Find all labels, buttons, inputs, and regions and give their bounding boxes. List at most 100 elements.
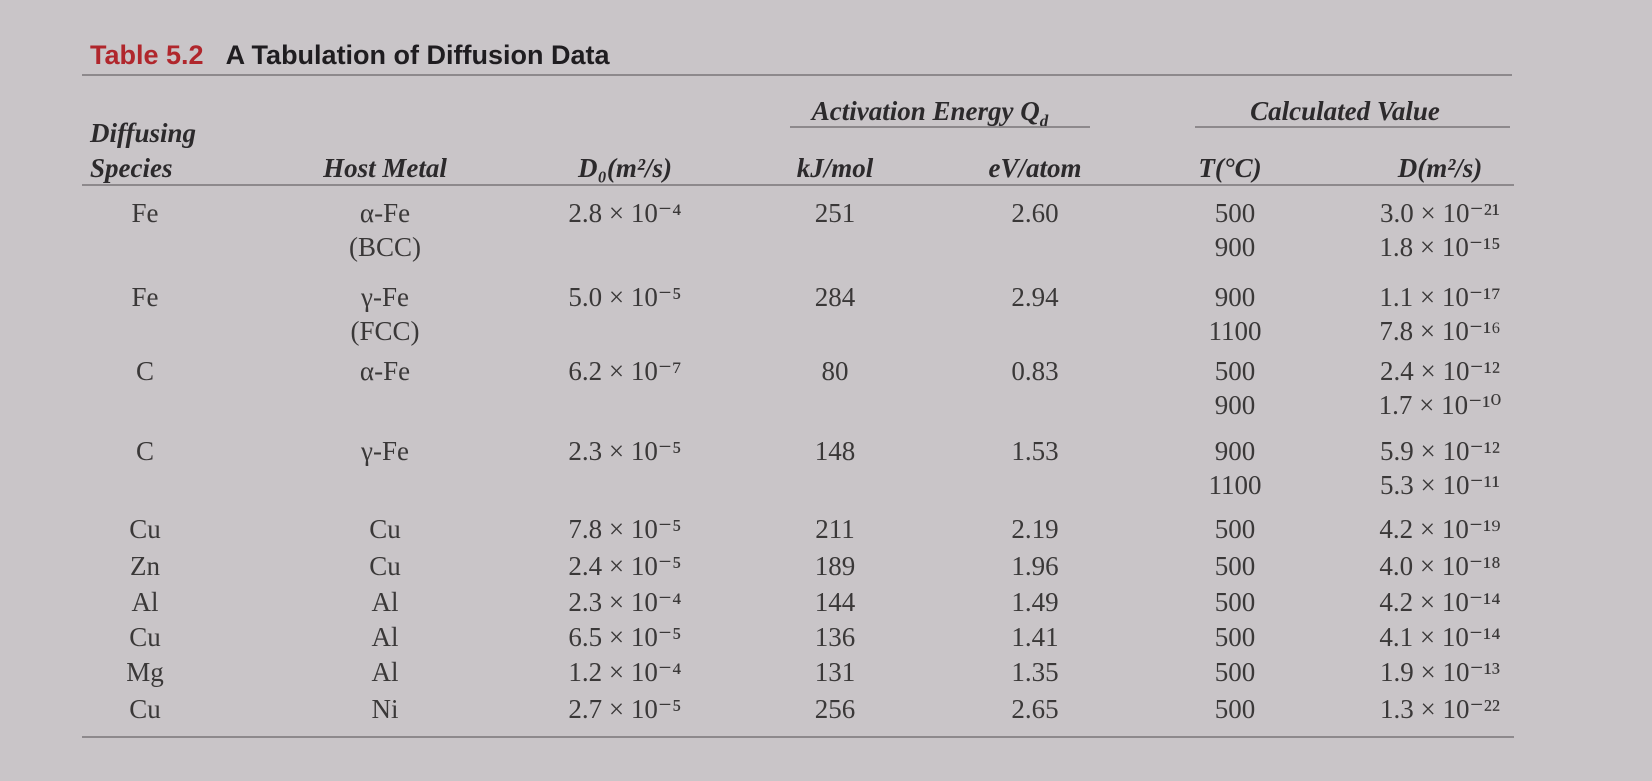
temperature: 900 (1214, 390, 1256, 420)
kj-mol: 148 (814, 436, 856, 466)
temperature: 500 (1214, 622, 1256, 652)
header-host: Host Metal (323, 153, 447, 183)
kj-mol: 256 (814, 694, 856, 724)
temperature: 500 (1214, 514, 1256, 544)
temperature: 500 (1214, 657, 1256, 687)
d0: 6.5 × 10⁻⁵ (568, 622, 682, 652)
ev-atom: 1.96 (1011, 551, 1059, 581)
host-metal: (BCC) (348, 232, 422, 262)
kj-mol: 80 (821, 356, 849, 386)
header-species: Diffusing (90, 118, 197, 148)
kj-mol: 189 (814, 551, 856, 581)
table-title: Table 5.2 A Tabulation of Diffusion Data (90, 40, 610, 71)
temperature: 500 (1214, 587, 1256, 617)
diffusion-coefficient: 7.8 × 10⁻¹⁶ (1379, 316, 1501, 346)
d0: 2.3 × 10⁻⁴ (568, 587, 682, 617)
host-metal: Ni (371, 694, 399, 724)
diffusion-coefficient: 1.7 × 10⁻¹⁰ (1378, 390, 1502, 420)
species: Cu (129, 514, 161, 544)
header-activation-energy: Activation Energy Qd (812, 96, 1049, 136)
ev-atom: 2.60 (1011, 198, 1059, 228)
d0: 2.8 × 10⁻⁴ (568, 198, 682, 228)
host-metal: Al (371, 622, 399, 652)
species: Cu (129, 694, 161, 724)
kj-mol: 251 (814, 198, 856, 228)
header-ev: eV/atom (988, 153, 1082, 183)
species: C (135, 436, 155, 466)
kj-mol: 211 (815, 514, 855, 544)
d0: 7.8 × 10⁻⁵ (568, 514, 682, 544)
diffusion-coefficient: 4.0 × 10⁻¹⁸ (1379, 551, 1501, 581)
diffusion-coefficient: 4.2 × 10⁻¹⁴ (1379, 587, 1501, 617)
species: C (135, 356, 155, 386)
header-temp: T(°C) (1198, 153, 1262, 183)
species: Zn (130, 551, 160, 581)
diffusion-coefficient: 2.4 × 10⁻¹² (1380, 356, 1500, 386)
host-metal: α-Fe (359, 356, 411, 386)
temperature: 500 (1214, 694, 1256, 724)
header-symbol: Q (1020, 96, 1040, 126)
bottom-rule (82, 736, 1514, 738)
temperature: 900 (1214, 436, 1256, 466)
species: Fe (131, 282, 159, 312)
host-metal: Cu (369, 551, 401, 581)
temperature: 500 (1214, 198, 1256, 228)
header-calculated: Calculated Value (1250, 96, 1440, 126)
species: Al (131, 587, 159, 617)
header-d0: D₀(m²/s) (578, 153, 672, 183)
temperature: 500 (1214, 551, 1256, 581)
table-caption: A Tabulation of Diffusion Data (225, 40, 610, 70)
ev-atom: 1.53 (1011, 436, 1059, 466)
host-metal: α-Fe (359, 198, 411, 228)
d0: 2.7 × 10⁻⁵ (568, 694, 682, 724)
temperature: 1100 (1208, 470, 1262, 500)
d0: 2.3 × 10⁻⁵ (568, 436, 682, 466)
kj-mol: 284 (814, 282, 856, 312)
title-rule (82, 74, 1512, 76)
ev-atom: 1.35 (1011, 657, 1059, 687)
temperature: 900 (1214, 282, 1256, 312)
header-d: D(m²/s) (1397, 153, 1483, 183)
ev-atom: 2.65 (1011, 694, 1059, 724)
host-metal: Al (371, 657, 399, 687)
species: Mg (126, 657, 164, 687)
header-kj: kJ/mol (796, 153, 874, 183)
diffusion-coefficient: 1.8 × 10⁻¹⁵ (1379, 232, 1501, 262)
d0: 2.4 × 10⁻⁵ (568, 551, 682, 581)
host-metal: γ-Fe (361, 436, 409, 466)
temperature: 900 (1214, 232, 1256, 262)
group-rule (790, 126, 1090, 128)
table-label: Table 5.2 (90, 40, 204, 70)
kj-mol: 131 (814, 657, 856, 687)
ev-atom: 0.83 (1011, 356, 1059, 386)
host-metal: Al (371, 587, 399, 617)
diffusion-coefficient: 4.1 × 10⁻¹⁴ (1379, 622, 1501, 652)
group-rule (1195, 126, 1510, 128)
header-text: Activation Energy (811, 96, 1014, 126)
d0: 5.0 × 10⁻⁵ (568, 282, 682, 312)
header-subscript: d (1039, 111, 1049, 131)
ev-atom: 2.94 (1011, 282, 1059, 312)
host-metal: γ-Fe (361, 282, 409, 312)
d0: 1.2 × 10⁻⁴ (568, 657, 682, 687)
temperature: 1100 (1208, 316, 1262, 346)
diffusion-coefficient: 1.1 × 10⁻¹⁷ (1379, 282, 1501, 312)
diffusion-coefficient: 1.3 × 10⁻²² (1380, 694, 1500, 724)
temperature: 500 (1214, 356, 1256, 386)
diffusion-coefficient: 3.0 × 10⁻²¹ (1380, 198, 1500, 228)
species: Fe (131, 198, 159, 228)
diffusion-coefficient: 4.2 × 10⁻¹⁹ (1379, 514, 1501, 544)
d0: 6.2 × 10⁻⁷ (568, 356, 682, 386)
ev-atom: 2.19 (1011, 514, 1059, 544)
ev-atom: 1.49 (1011, 587, 1059, 617)
header-rule (82, 184, 1514, 186)
diffusion-coefficient: 5.3 × 10⁻¹¹ (1380, 470, 1500, 500)
kj-mol: 136 (814, 622, 856, 652)
species: Cu (129, 622, 161, 652)
ev-atom: 1.41 (1011, 622, 1059, 652)
diffusion-coefficient: 1.9 × 10⁻¹³ (1380, 657, 1500, 687)
host-metal: Cu (369, 514, 401, 544)
kj-mol: 144 (814, 587, 856, 617)
diffusion-coefficient: 5.9 × 10⁻¹² (1380, 436, 1500, 466)
